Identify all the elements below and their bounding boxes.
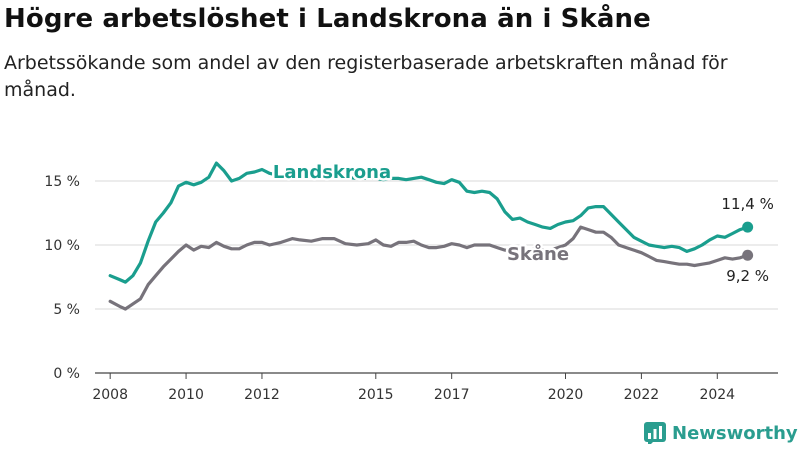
end-value-label-landskrona: 11,4 % — [721, 195, 773, 213]
newsworthy-logo-text: Newsworthy — [672, 422, 798, 444]
series-layer — [108, 161, 754, 311]
newsworthy-logo[interactable]: Newsworthy — [644, 420, 798, 446]
x-tick-label: 2012 — [244, 387, 280, 403]
x-tick-label: 2017 — [434, 387, 470, 403]
series-line-landskrona — [108, 161, 750, 284]
x-tick-label: 2008 — [92, 387, 128, 403]
x-tick-label: 2024 — [699, 387, 735, 403]
end-value-label-skane: 9,2 % — [726, 267, 769, 285]
chart-subtitle: Arbetssökande som andel av den registerb… — [4, 52, 728, 101]
x-tick-label: 2022 — [624, 387, 660, 403]
x-tick-label: 2010 — [168, 387, 204, 403]
series-endpoint-sk-ne — [742, 249, 754, 261]
series-endpoint-landskrona — [742, 221, 754, 233]
y-tick-label: 0 % — [53, 366, 80, 382]
axis-layer: 0 % 5 % 10 % 15 % 2008 2010 2012 2015 2017 2020 20… — [44, 174, 735, 403]
series-line-sk-ne — [108, 225, 750, 311]
x-tick-label: 2020 — [548, 387, 584, 403]
y-tick-label: 5 % — [53, 302, 80, 318]
label-layer: Landskrona Skåne 11,4 % 9,2 % — [270, 160, 775, 288]
chart-title: Högre arbetslöshet i Landskrona än i Skå… — [4, 4, 651, 34]
series-label-skane: Skåne — [507, 243, 569, 265]
y-tick-label: 10 % — [44, 238, 80, 254]
series-label-landskrona: Landskrona — [273, 162, 391, 183]
newsworthy-logo-icon — [644, 422, 666, 444]
grid-layer — [95, 180, 778, 374]
x-tick-label: 2015 — [358, 387, 394, 403]
y-tick-label: 15 % — [44, 174, 80, 190]
